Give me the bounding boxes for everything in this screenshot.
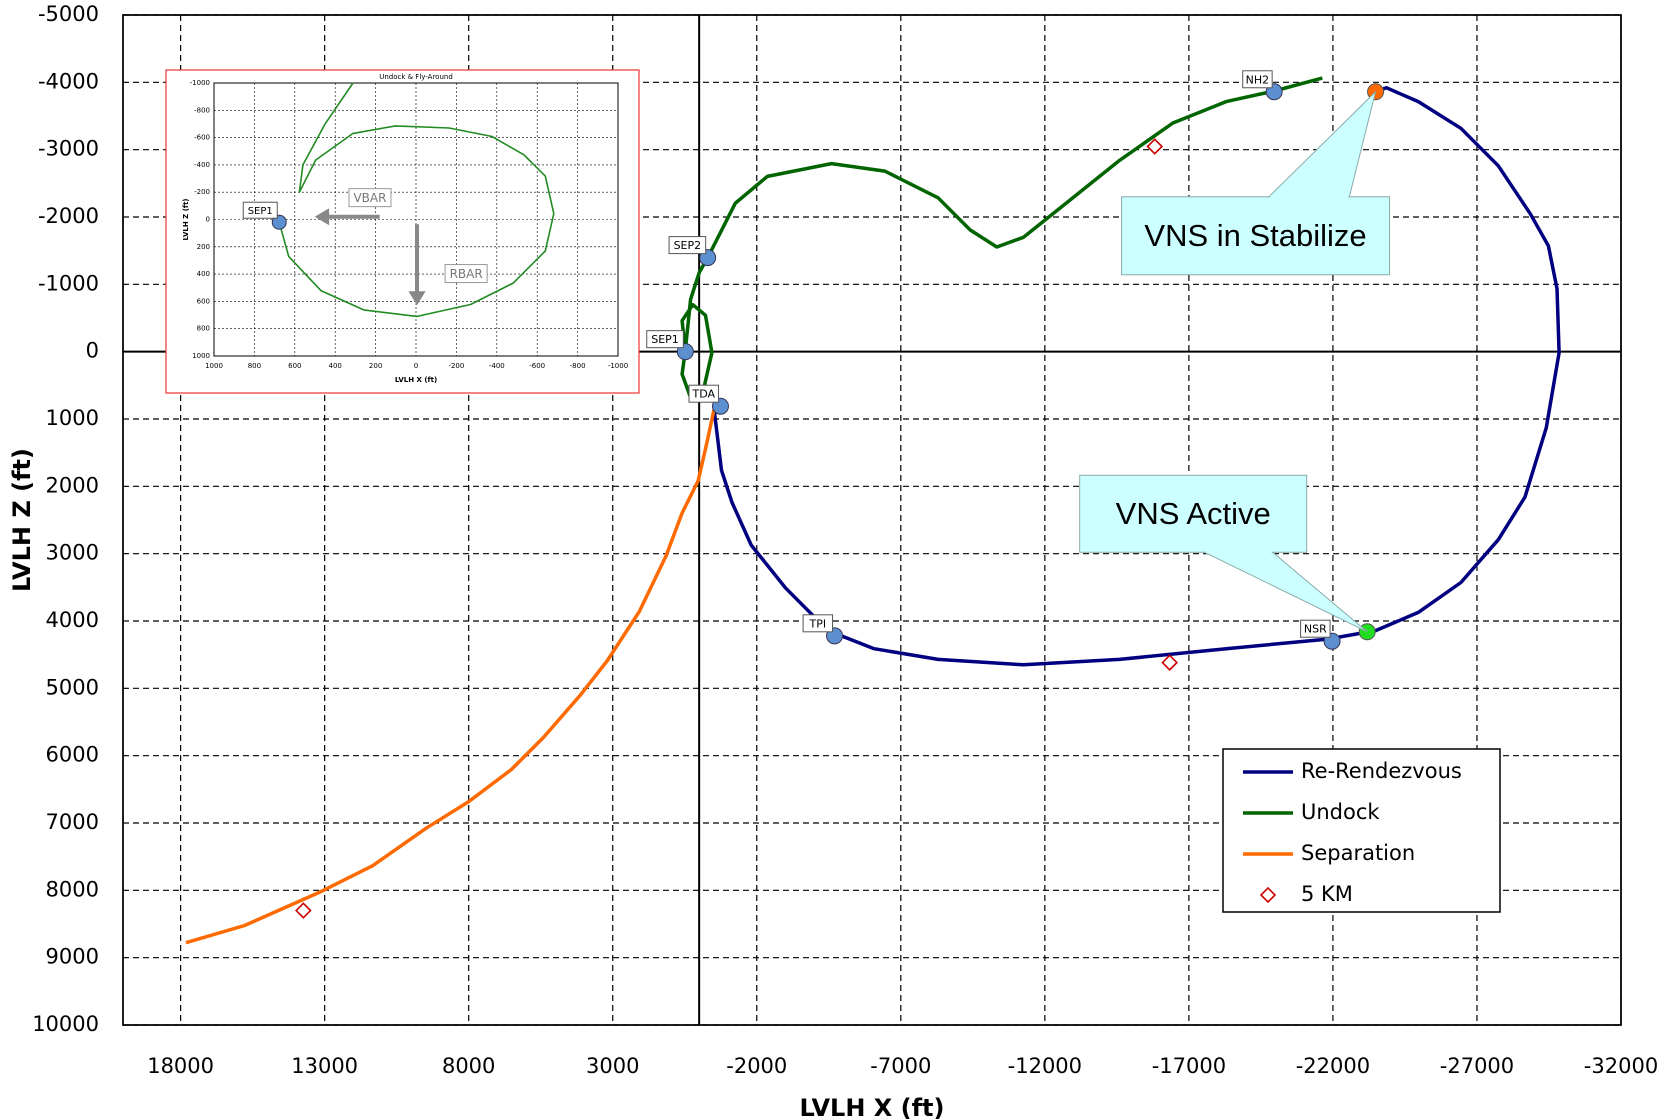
five-km-marker [1161,654,1179,671]
x-tick-label: -1000 [608,362,628,370]
y-tick-label: 1000 [46,406,99,430]
y-axis-label: LVLH Z (ft) [182,199,190,241]
point-label: TPI [809,617,827,630]
y-tick-label: 5000 [46,675,99,699]
x-axis-label: LVLH X (ft) [799,1094,944,1120]
y-tick-label: -1000 [190,79,210,87]
y-axis-label: LVLH Z (ft) [8,448,36,592]
legend-label: 5 KM [1301,882,1353,906]
y-tick-label: 10000 [32,1012,99,1036]
point-label: NSR [1304,623,1327,636]
y-tick-label: 6000 [46,743,99,767]
x-tick-label: -400 [489,362,505,370]
point-label: SEP1 [651,333,679,346]
y-tick-label: 4000 [46,608,99,632]
point-label-box [646,330,684,349]
arrow-label-box [444,264,488,284]
y-tick-label: -4000 [38,69,99,93]
x-tick-label: 200 [369,362,382,370]
x-tick-label: 18000 [147,1054,214,1078]
point-label: SEP1 [248,206,273,217]
y-tick-label: 7000 [46,810,99,834]
point-label: NH2 [1246,73,1270,86]
x-tick-label: -2000 [726,1054,787,1078]
legend-label: Undock [1301,800,1380,824]
y-tick-label: 600 [197,297,210,305]
point-label-box [1300,619,1331,638]
x-tick-label: -17000 [1152,1054,1226,1078]
y-tick-label: 8000 [46,877,99,901]
x-tick-label: -7000 [870,1054,931,1078]
x-tick-label: 8000 [442,1054,495,1078]
y-tick-label: 1000 [192,352,210,360]
x-tick-label: -12000 [1008,1054,1082,1078]
callout-text: VNS Active [1116,496,1271,531]
arrow-label: RBAR [450,267,483,281]
x-tick-label: -600 [529,362,545,370]
point-label-box [802,614,834,633]
y-tick-label: 3000 [46,541,99,565]
trajectory-line [680,76,1323,400]
y-tick-label: 0 [206,216,210,224]
five-km-marker [1146,138,1164,155]
x-tick-label: 600 [288,362,301,370]
arrow [408,224,426,306]
x-tick-label: 400 [329,362,342,370]
y-tick-label: 2000 [46,473,99,497]
trajectory-line [185,409,716,945]
arrow-label: VBAR [353,191,386,205]
x-tick-label: -32000 [1584,1054,1658,1078]
y-tick-label: -2000 [38,204,99,228]
x-tick-label: 800 [248,362,261,370]
five-km-marker [295,902,312,919]
x-tick-label: -800 [570,362,586,370]
x-tick-label: -200 [448,362,464,370]
x-tick-label: 0 [414,362,418,370]
callout-box [1121,196,1391,276]
y-tick-label: -5000 [38,2,99,26]
chart-title: Undock & Fly-Around [379,73,453,81]
plot-frame [213,82,619,357]
y-tick-label: -600 [194,134,210,142]
y-tick-label: 9000 [46,945,99,969]
point-label-box [1242,70,1273,89]
x-tick-label: 1000 [205,362,223,370]
legend-label: Re-Rendezvous [1301,759,1462,783]
x-tick-label: -27000 [1440,1054,1514,1078]
arrow [314,208,380,226]
y-tick-label: 800 [197,325,210,333]
callout-text: VNS in Stabilize [1144,218,1366,253]
y-tick-label: 400 [197,270,210,278]
legend-label: Separation [1301,841,1415,865]
y-tick-label: -3000 [38,137,99,161]
trajectory-line [712,85,1561,667]
y-tick-label: -400 [194,161,210,169]
x-tick-label: 13000 [291,1054,358,1078]
x-axis-label: LVLH X (ft) [395,376,437,384]
point-label-box [668,236,707,255]
trajectory-line [278,82,555,318]
y-tick-label: -1000 [38,271,99,295]
y-tick-label: 200 [197,243,210,251]
point-label-box [242,201,278,219]
arrow-label-box [348,188,392,208]
point-label-box [688,384,719,403]
legend-swatch [1259,886,1277,904]
x-tick-label: -22000 [1296,1054,1370,1078]
legend [1222,748,1501,913]
point-label: TDA [691,388,715,401]
y-tick-label: -800 [194,106,210,114]
point-label: SEP2 [674,239,702,252]
x-tick-label: 3000 [586,1054,639,1078]
y-tick-label: 0 [86,339,99,363]
y-tick-label: -200 [194,188,210,196]
callout-box [1079,474,1308,553]
plot-frame [122,14,1622,1026]
